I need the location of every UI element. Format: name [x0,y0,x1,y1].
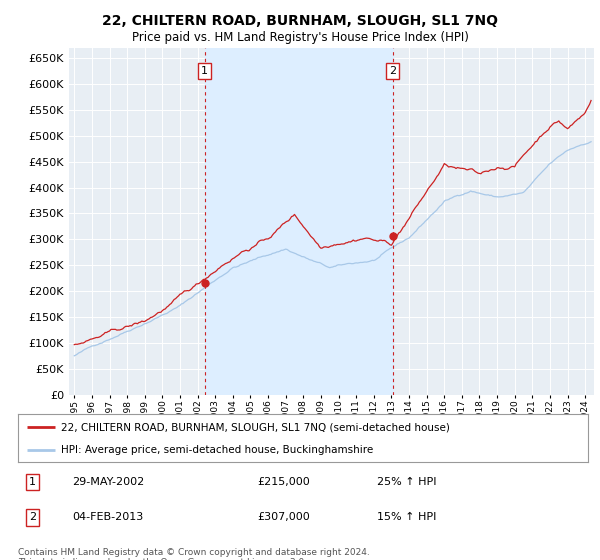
Text: 1: 1 [29,477,36,487]
Text: £307,000: £307,000 [257,512,310,522]
Text: 2: 2 [29,512,36,522]
Text: 04-FEB-2013: 04-FEB-2013 [72,512,143,522]
Text: 29-MAY-2002: 29-MAY-2002 [72,477,145,487]
Text: 15% ↑ HPI: 15% ↑ HPI [377,512,436,522]
Text: 22, CHILTERN ROAD, BURNHAM, SLOUGH, SL1 7NQ: 22, CHILTERN ROAD, BURNHAM, SLOUGH, SL1 … [102,14,498,28]
Text: HPI: Average price, semi-detached house, Buckinghamshire: HPI: Average price, semi-detached house,… [61,445,373,455]
Text: 1: 1 [201,66,208,76]
Text: Price paid vs. HM Land Registry's House Price Index (HPI): Price paid vs. HM Land Registry's House … [131,31,469,44]
Text: 25% ↑ HPI: 25% ↑ HPI [377,477,437,487]
Text: Contains HM Land Registry data © Crown copyright and database right 2024.
This d: Contains HM Land Registry data © Crown c… [18,548,370,560]
Text: 2: 2 [389,66,397,76]
Text: £215,000: £215,000 [257,477,310,487]
Text: 22, CHILTERN ROAD, BURNHAM, SLOUGH, SL1 7NQ (semi-detached house): 22, CHILTERN ROAD, BURNHAM, SLOUGH, SL1 … [61,422,449,432]
Bar [205,48,393,395]
